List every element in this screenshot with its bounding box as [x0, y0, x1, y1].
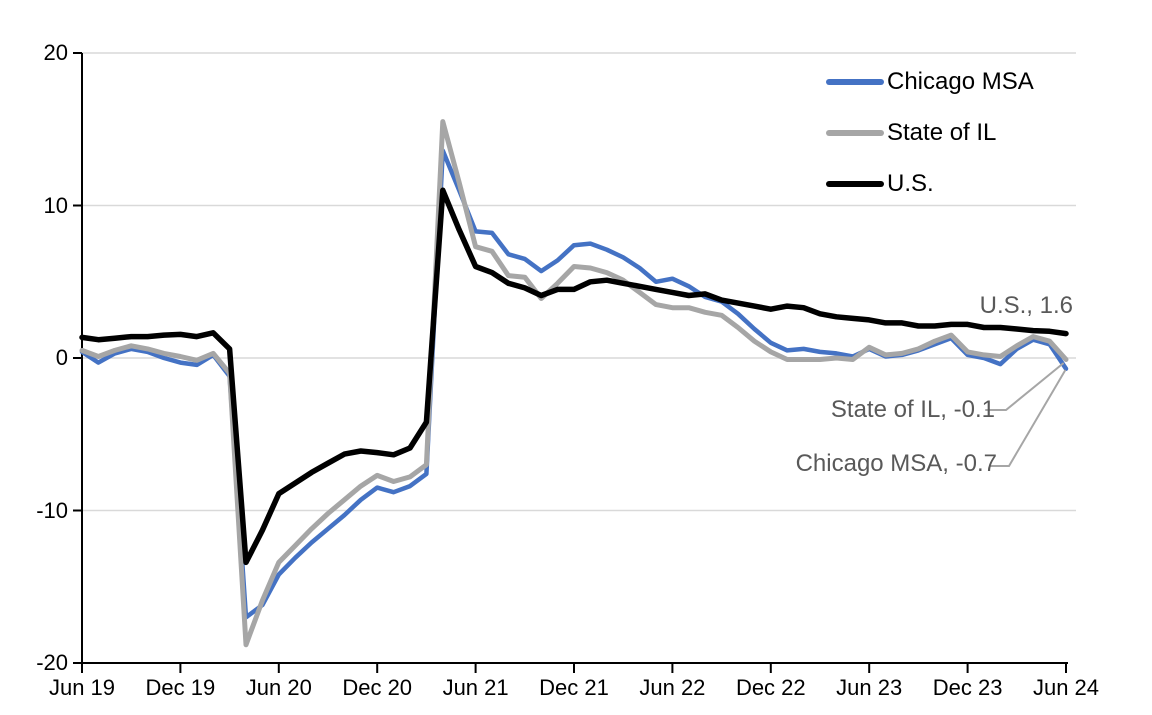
chicago-msa-line-swatch [826, 78, 884, 85]
y-tick-label: -20 [36, 650, 68, 675]
annotation-state-of-il-value: State of IL, -0.1 [830, 396, 995, 423]
x-tick-label: Jun 19 [48, 675, 116, 700]
x-tick-label: Dec 20 [342, 675, 413, 700]
x-tick-label: Jun 22 [639, 675, 706, 700]
x-tick-label: Dec 23 [932, 675, 1003, 700]
leader-line-chicago-msa [989, 369, 1066, 467]
legend-label-state-of-il: State of IL [887, 118, 997, 146]
y-tick-label: 10 [43, 192, 68, 218]
x-tick-label: Dec 22 [735, 675, 806, 700]
legend-label-chicago-msa: Chicago MSA [887, 67, 1034, 95]
annotation-chicago-msa-value: Chicago MSA, -0.7 [795, 450, 997, 477]
chart-legend: Chicago MSA State of IL U.S. [826, 56, 1034, 209]
x-tick-label: Dec 21 [539, 675, 609, 700]
y-tick-label: -10 [36, 497, 68, 523]
series-line-u-s [79, 187, 1069, 566]
leader-line-state-of-il [985, 362, 1064, 411]
x-tick-label: Jun 24 [1032, 675, 1100, 700]
legend-item-chicago-msa: Chicago MSA [826, 56, 1034, 107]
x-tick-label: Jun 23 [836, 675, 903, 700]
x-tick-label: Jun 20 [245, 675, 312, 700]
annotation-us-value: U.S., 1.6 [979, 292, 1073, 319]
legend-label-us: U.S. [887, 169, 934, 197]
legend-item-state-of-il: State of IL [826, 107, 1034, 158]
y-tick-label: 0 [55, 345, 68, 370]
state-of-il-line-swatch [826, 129, 884, 136]
x-tick-label: Jun 21 [442, 675, 509, 700]
y-tick-label: 20 [43, 40, 68, 65]
series-line-state-of-il [79, 119, 1069, 648]
x-tick-label: Dec 19 [145, 675, 216, 700]
us-line-swatch [826, 180, 884, 187]
legend-item-us: U.S. [826, 158, 1034, 209]
